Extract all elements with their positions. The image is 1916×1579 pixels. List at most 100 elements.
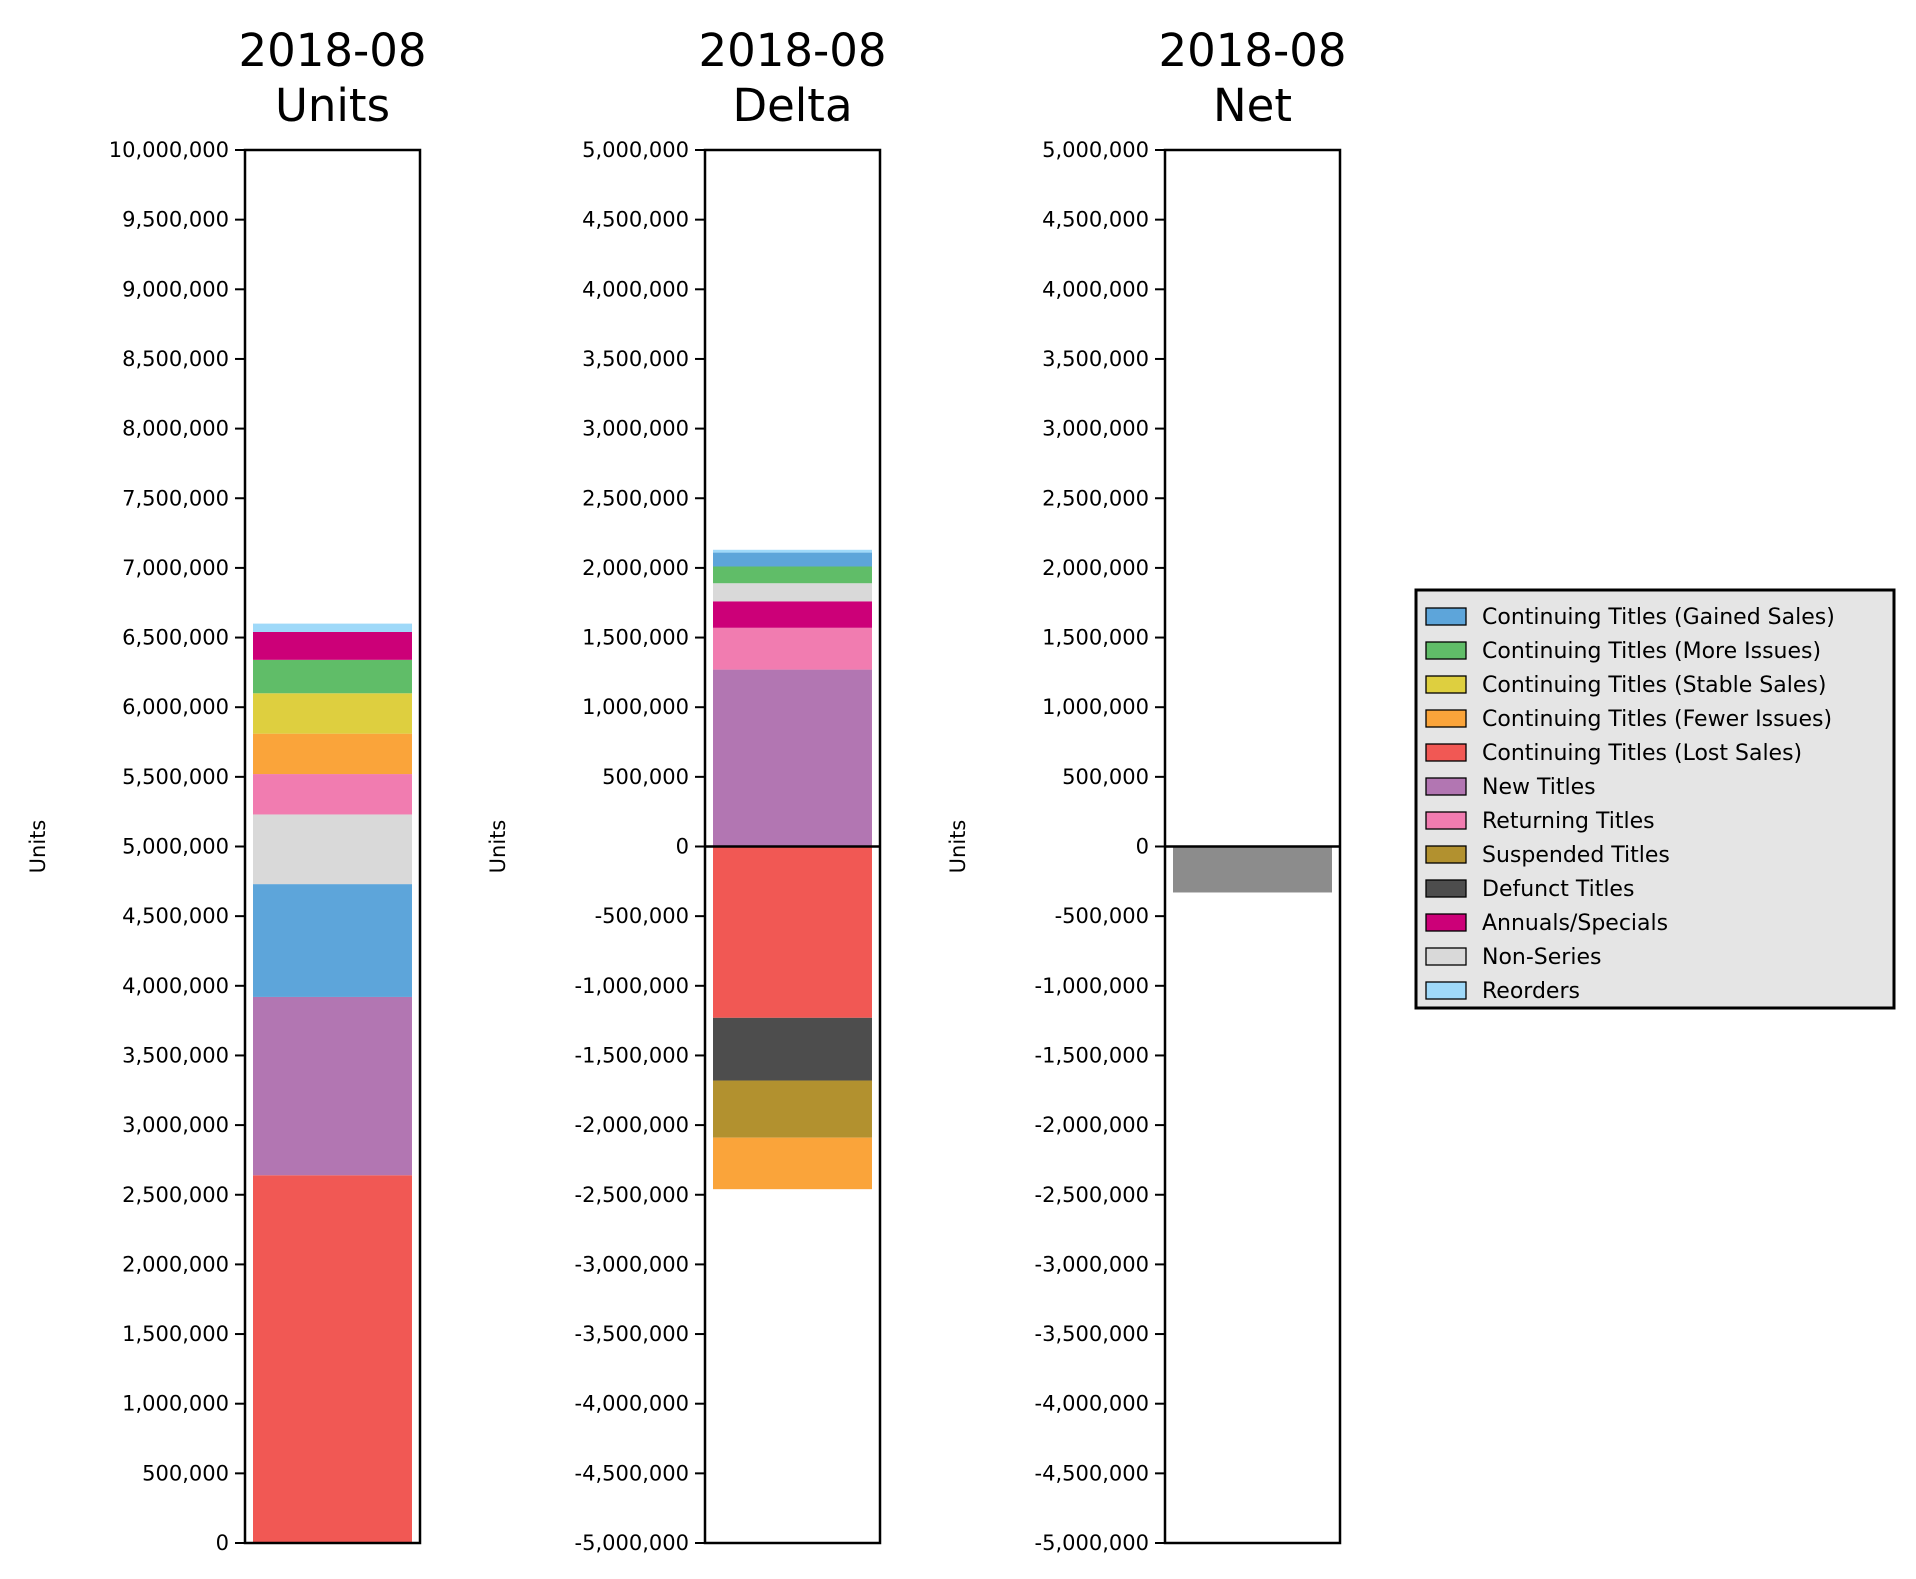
y-tick-label: -2,000,000	[1035, 1113, 1149, 1137]
y-tick-label: 3,000,000	[122, 1113, 229, 1137]
y-tick-label: 7,000,000	[122, 556, 229, 580]
y-tick-label: 500,000	[142, 1461, 229, 1485]
y-tick-label: -4,500,000	[1035, 1461, 1149, 1485]
legend-swatch	[1425, 607, 1467, 626]
bar-segment-continuing-titles-gained-sales	[713, 552, 872, 567]
y-tick-label: -1,500,000	[575, 1043, 689, 1067]
legend: Continuing Titles (Gained Sales) Continui…	[1414, 588, 1896, 1010]
y-tick-label: 4,500,000	[582, 208, 689, 232]
y-tick-label: -2,500,000	[1035, 1183, 1149, 1207]
bars	[253, 623, 412, 1543]
y-tick-label: 500,000	[1062, 765, 1149, 789]
legend-swatch	[1425, 777, 1467, 796]
legend-label: Continuing Titles (Gained Sales)	[1482, 605, 1835, 630]
y-tick-label: 1,500,000	[122, 1322, 229, 1346]
y-tick-label: -2,000,000	[575, 1113, 689, 1137]
bar-segment-reorders	[253, 623, 412, 632]
legend-item-non-series: Non-Series	[1425, 945, 1601, 970]
y-axis-label: Units	[946, 820, 970, 874]
bar-segment-defunct-titles	[713, 1017, 872, 1081]
y-tick-label: 5,500,000	[122, 765, 229, 789]
y-tick-label: 6,000,000	[122, 695, 229, 719]
bar-segment-continuing-titles-fewer-issues	[253, 733, 412, 775]
legend-label: Continuing Titles (More Issues)	[1482, 639, 1821, 664]
panel-title: 2018-08 Net	[1158, 24, 1346, 132]
bar-segment-continuing-titles-fewer-issues	[713, 1137, 872, 1190]
legend-swatch	[1425, 981, 1467, 1000]
legend-swatch	[1425, 641, 1467, 660]
legend-label: Returning Titles	[1482, 809, 1655, 834]
legend-item-suspended-titles: Suspended Titles	[1425, 843, 1670, 868]
legend-label: Continuing Titles (Fewer Issues)	[1482, 707, 1832, 732]
bar-segment-annuals-specials	[253, 631, 412, 660]
y-tick-label: 2,000,000	[1042, 556, 1149, 580]
bars	[713, 549, 872, 1190]
y-tick-label: 2,500,000	[1042, 486, 1149, 510]
legend-swatch	[1425, 709, 1467, 728]
bar-segment-continuing-titles-stable-sales	[253, 693, 412, 734]
y-tick-label: -4,500,000	[575, 1461, 689, 1485]
bar-segment-new-titles	[713, 669, 872, 847]
y-tick-label: 2,500,000	[122, 1183, 229, 1207]
y-axis-label: Units	[486, 820, 510, 874]
y-tick-label: 500,000	[602, 765, 689, 789]
y-tick-label: 3,500,000	[122, 1043, 229, 1067]
legend-label: Defunct Titles	[1482, 877, 1634, 902]
bar-segment-returning-titles	[253, 774, 412, 815]
legend-item-continuing-titles-more-issues: Continuing Titles (More Issues)	[1425, 639, 1821, 664]
y-tick-label: 9,000,000	[122, 277, 229, 301]
bar-segment-continuing-titles-lost-sales	[713, 846, 872, 1018]
y-tick-label: 8,000,000	[122, 417, 229, 441]
y-tick-label: 4,500,000	[1042, 208, 1149, 232]
y-axis-ticks: 0 500,000 1,000,000 1,500,000 2,000,000 2,500…	[109, 138, 245, 1555]
y-tick-label: 0	[216, 1531, 229, 1555]
bar-segment-annuals-specials	[713, 601, 872, 628]
legend-item-continuing-titles-fewer-issues: Continuing Titles (Fewer Issues)	[1425, 707, 1832, 732]
y-tick-label: 2,000,000	[122, 1252, 229, 1276]
legend-label: Continuing Titles (Lost Sales)	[1482, 741, 1802, 766]
y-tick-label: 4,000,000	[582, 277, 689, 301]
y-tick-label: 5,000,000	[122, 835, 229, 859]
legend-label: Non-Series	[1482, 945, 1601, 970]
y-tick-label: 9,500,000	[122, 208, 229, 232]
legend-label: New Titles	[1482, 775, 1596, 800]
plot-frame	[1163, 148, 1342, 1545]
y-tick-label: -3,000,000	[1035, 1252, 1149, 1276]
legend-label: Annuals/Specials	[1482, 911, 1668, 936]
legend-swatch	[1425, 947, 1467, 966]
y-tick-label: -4,000,000	[575, 1392, 689, 1416]
legend-item-returning-titles: Returning Titles	[1425, 809, 1655, 834]
y-tick-label: 2,500,000	[582, 486, 689, 510]
y-tick-label: -3,000,000	[575, 1252, 689, 1276]
y-tick-label: 5,000,000	[582, 138, 689, 162]
chart-panels: 2018-08 Units Units 0 500,000 1,000,000 1,500,…	[26, 24, 1347, 1555]
y-tick-label: 3,000,000	[1042, 417, 1149, 441]
y-tick-label: 4,000,000	[122, 974, 229, 998]
y-tick-label: -5,000,000	[1035, 1531, 1149, 1555]
y-tick-label: 6,500,000	[122, 626, 229, 650]
panel-2: 2018-08 Delta Units -5,000,000 -4,500,000 -4,…	[486, 24, 887, 1555]
bar-segment-continuing-titles-more-issues	[253, 659, 412, 694]
y-tick-label: -3,500,000	[1035, 1322, 1149, 1346]
bar-segment-returning-titles	[713, 627, 872, 670]
legend-item-new-titles: New Titles	[1425, 775, 1596, 800]
y-tick-label: -4,000,000	[1035, 1392, 1149, 1416]
bar-segment-continuing-titles-more-issues	[713, 566, 872, 584]
plot-frame	[243, 148, 422, 1545]
y-tick-label: -5,000,000	[575, 1531, 689, 1555]
y-tick-label: -500,000	[1055, 904, 1149, 928]
y-tick-label: 7,500,000	[122, 486, 229, 510]
legend-swatch	[1425, 845, 1467, 864]
y-tick-label: 10,000,000	[109, 138, 229, 162]
y-tick-label: 3,500,000	[582, 347, 689, 371]
y-tick-label: 1,000,000	[122, 1392, 229, 1416]
y-tick-label: -1,000,000	[575, 974, 689, 998]
y-axis-ticks: -5,000,000 -4,500,000 -4,000,000 -3,500,000…	[575, 138, 705, 1555]
y-axis-label: Units	[26, 820, 50, 874]
y-tick-label: 4,000,000	[1042, 277, 1149, 301]
y-tick-label: 4,500,000	[122, 904, 229, 928]
y-axis-ticks: -5,000,000 -4,500,000 -4,000,000 -3,500,000…	[1035, 138, 1165, 1555]
legend-item-reorders: Reorders	[1425, 979, 1580, 1004]
y-tick-label: -2,500,000	[575, 1183, 689, 1207]
